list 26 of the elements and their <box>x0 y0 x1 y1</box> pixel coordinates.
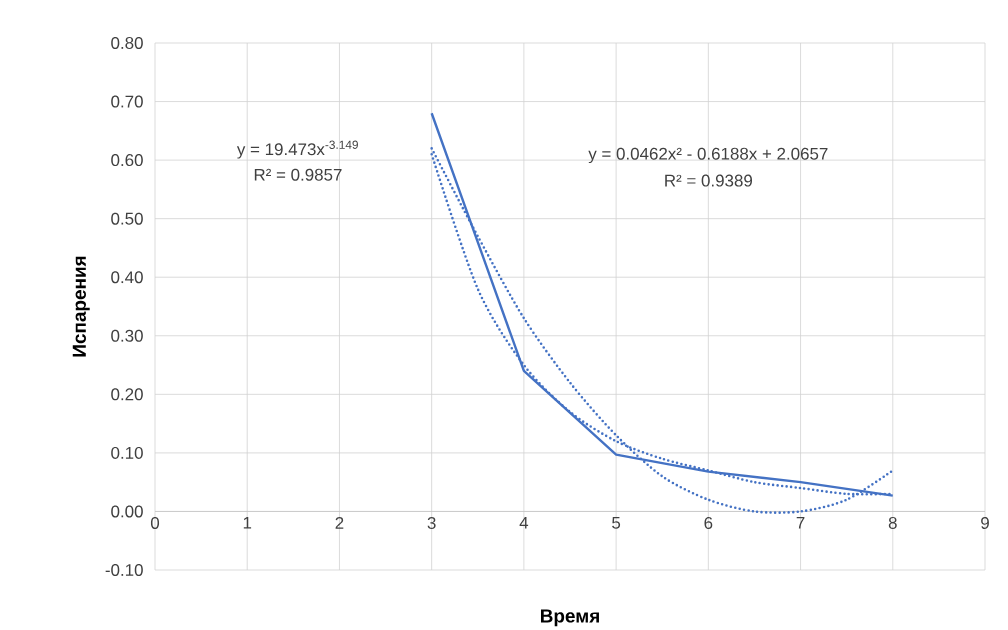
annotation: R² = 0.9857 <box>254 168 342 181</box>
x-tick-label: 8 <box>888 517 897 530</box>
y-tick-label: -0.10 <box>105 564 143 577</box>
x-tick-label: 2 <box>335 517 344 529</box>
x-tick-label: 7 <box>796 517 805 529</box>
y-tick-label: 0.30 <box>111 329 143 342</box>
x-tick-label: 3 <box>427 517 436 530</box>
y-tick-label: 0.00 <box>111 505 143 518</box>
annotation: y = 19.473x$^{-3.149}$ <box>236 140 358 159</box>
y-tick-label: 0.20 <box>111 388 143 401</box>
x-tick-label: 5 <box>612 517 621 529</box>
y-tick-label: 0.10 <box>111 447 143 460</box>
annotation: R² = 0.9389 <box>665 174 753 187</box>
y-tick-label: 0.40 <box>111 271 143 284</box>
x-tick-label: 6 <box>704 517 713 530</box>
x-tick-label: 1 <box>243 517 252 529</box>
y-tick-label: 0.50 <box>111 212 143 225</box>
x-tick-label: 0 <box>150 517 160 530</box>
x-tick-label: 9 <box>981 517 989 530</box>
y-tick-label: 0.70 <box>111 95 143 108</box>
annotation: y = 0.0462x² - 0.6188x + 2.0657 <box>588 147 828 164</box>
x-axis-title: Время <box>540 609 599 627</box>
y-tick-label: 0.80 <box>111 37 143 50</box>
y-axis-title: Испарения <box>72 256 90 357</box>
x-tick-label: 4 <box>519 517 529 529</box>
y-tick-label: 0.60 <box>111 154 143 167</box>
